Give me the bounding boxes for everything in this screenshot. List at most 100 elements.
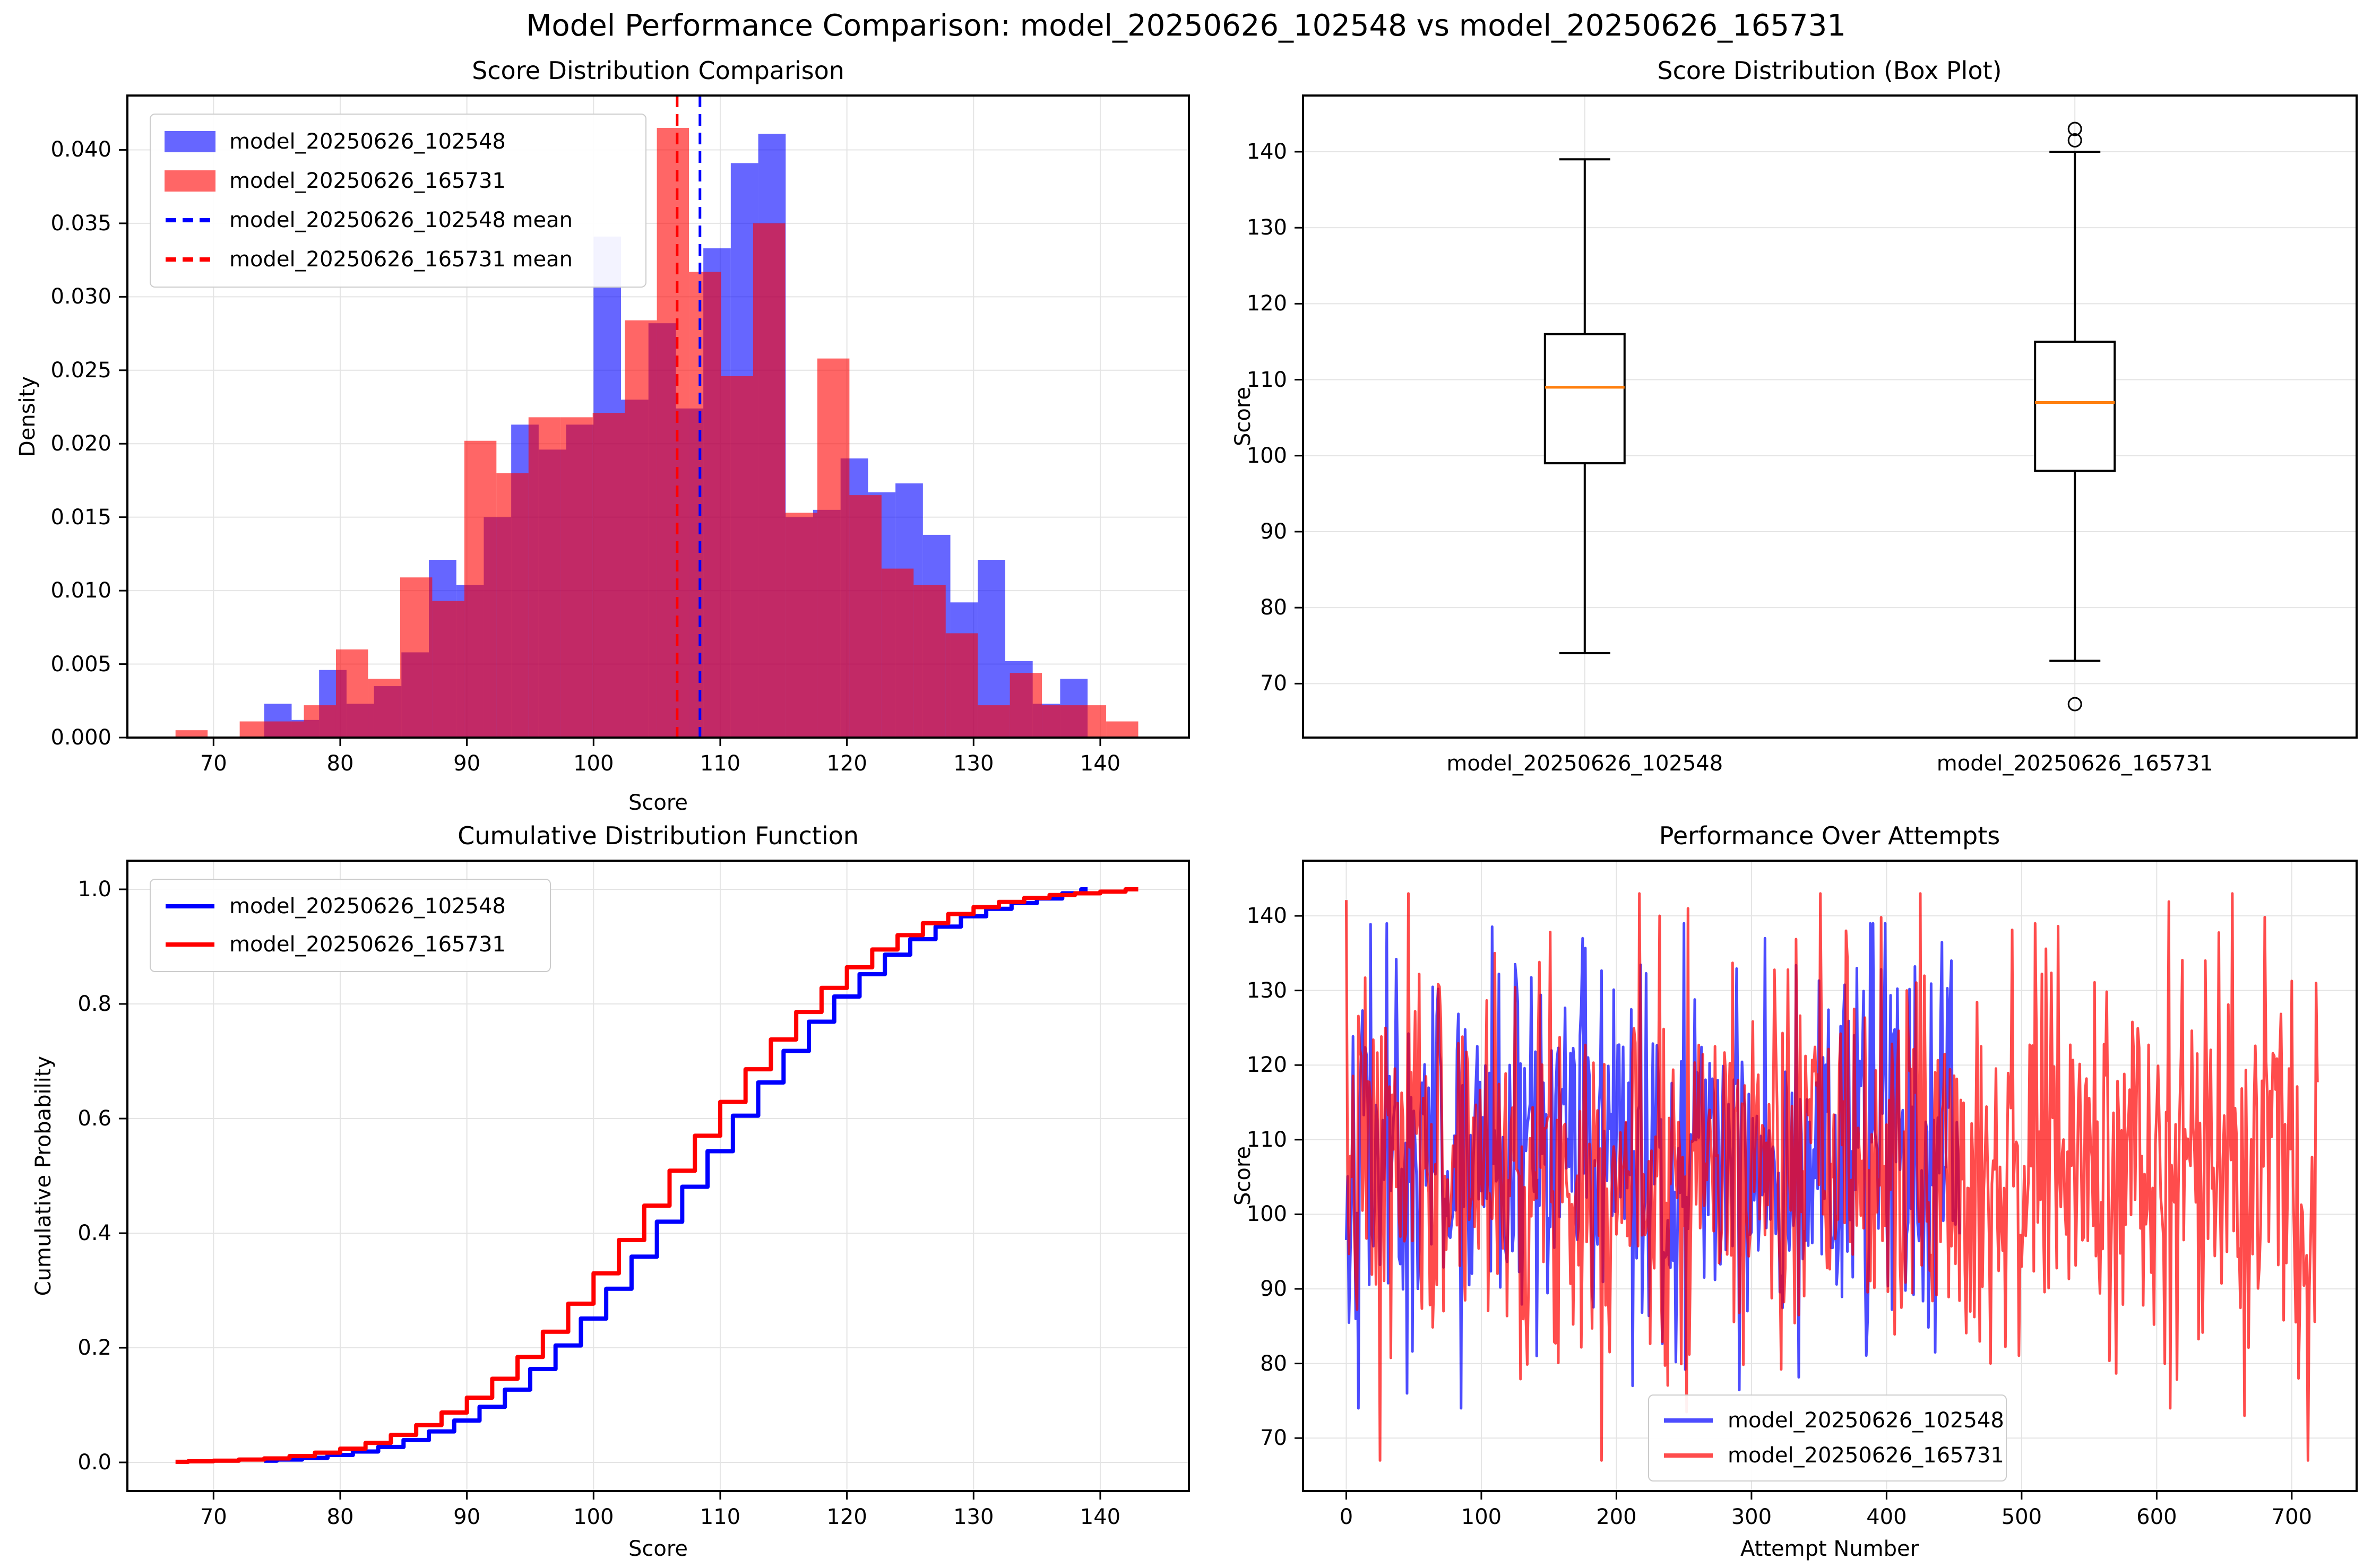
- x-tick-label: 90: [453, 1505, 481, 1529]
- y-tick-label: 70: [1260, 671, 1287, 696]
- box-model_20250626_165731: [2034, 122, 2116, 712]
- y-tick-label: 120: [1246, 1053, 1287, 1078]
- y-tick-label: 80: [1260, 1351, 1287, 1376]
- legend-label: model_20250626_165731: [229, 932, 506, 957]
- y-tick-label: 0.030: [50, 284, 111, 309]
- y-tick-label: 0.6: [77, 1106, 111, 1131]
- x-tick-label: 100: [573, 751, 614, 776]
- x-tick-label: 80: [326, 1505, 354, 1529]
- y-tick-label: 0.015: [50, 505, 111, 530]
- x-tick-label: 140: [1080, 751, 1121, 776]
- cdf-line-model_20250626_165731: [175, 887, 1138, 1464]
- legend-label: model_20250626_102548 mean: [229, 208, 573, 232]
- box-category-label: model_20250626_165731: [1936, 751, 2213, 776]
- x-tick-label: 120: [826, 1505, 867, 1529]
- boxplot-axes: [1295, 94, 2358, 739]
- x-tick-label: 110: [700, 1505, 741, 1529]
- patch-swatch: [165, 170, 215, 192]
- y-tick-label: 140: [1246, 139, 1287, 164]
- histogram-xlabel: Score: [628, 791, 688, 815]
- line-swatch: [1664, 1418, 1713, 1423]
- y-tick-label: 140: [1246, 904, 1287, 929]
- histogram-title: Score Distribution Comparison: [472, 56, 844, 85]
- legend-label: model_20250626_102548: [229, 894, 506, 919]
- y-tick-label: 130: [1246, 215, 1287, 240]
- cdf-xlabel: Score: [628, 1537, 688, 1561]
- y-tick-label: 0.020: [50, 431, 111, 456]
- patch-swatch: [165, 131, 215, 152]
- legend-item: model_20250626_102548: [165, 122, 632, 161]
- attempts-axes: [1295, 860, 2358, 1500]
- y-tick-label: 0.000: [50, 725, 111, 750]
- y-tick-label: 110: [1246, 367, 1287, 392]
- y-tick-label: 0.040: [50, 137, 111, 162]
- figure-title: Model Performance Comparison: model_2025…: [526, 8, 1846, 43]
- legend-label: model_20250626_102548: [229, 129, 506, 154]
- x-tick-label: 100: [1461, 1505, 1502, 1529]
- x-tick-label: 130: [953, 751, 994, 776]
- legend-item: model_20250626_102548: [1663, 1403, 2004, 1438]
- x-tick-label: 100: [573, 1505, 614, 1529]
- y-tick-label: 0.8: [77, 992, 111, 1016]
- legend-item: model_20250626_165731: [165, 161, 632, 201]
- x-tick-label: 140: [1080, 1505, 1121, 1529]
- line-swatch: [166, 218, 214, 222]
- y-tick-label: 0.0: [77, 1450, 111, 1475]
- y-tick-label: 70: [1260, 1426, 1287, 1451]
- legend-label: model_20250626_102548: [1728, 1408, 2004, 1433]
- x-tick-label: 90: [453, 751, 481, 776]
- x-tick-label: 120: [826, 751, 867, 776]
- y-tick-label: 0.025: [50, 358, 111, 383]
- y-tick-label: 80: [1260, 595, 1287, 620]
- legend-label: model_20250626_165731: [1728, 1443, 2004, 1468]
- histogram-bars-model_20250626_165731: [175, 127, 1138, 738]
- y-tick-label: 0.005: [50, 652, 111, 677]
- y-tick-label: 120: [1246, 291, 1287, 316]
- attempts-xlabel: Attempt Number: [1740, 1537, 1919, 1561]
- line-swatch: [166, 942, 214, 947]
- legend-item: model_20250626_102548 mean: [165, 201, 632, 240]
- histogram-legend: model_20250626_102548 model_20250626_1657…: [150, 114, 646, 288]
- y-tick-label: 130: [1246, 978, 1287, 1003]
- boxplot-ylabel: Score: [1231, 386, 1255, 447]
- boxplot-title: Score Distribution (Box Plot): [1657, 56, 2002, 85]
- line-swatch: [166, 904, 214, 908]
- y-tick-label: 90: [1260, 1276, 1287, 1301]
- x-tick-label: 130: [953, 1505, 994, 1529]
- y-tick-label: 0.2: [77, 1336, 111, 1360]
- legend-label: model_20250626_165731 mean: [229, 247, 573, 272]
- box-category-label: model_20250626_102548: [1446, 751, 1723, 776]
- y-tick-label: 110: [1246, 1127, 1287, 1152]
- y-tick-label: 0.035: [50, 211, 111, 236]
- cdf-legend: model_20250626_102548 model_20250626_1657…: [150, 879, 551, 972]
- y-tick-label: 100: [1246, 1202, 1287, 1227]
- x-tick-label: 500: [2001, 1505, 2042, 1529]
- attempts-ylabel: Score: [1231, 1146, 1255, 1206]
- x-tick-label: 110: [700, 751, 741, 776]
- y-tick-label: 0.4: [77, 1221, 111, 1245]
- line-swatch: [166, 257, 214, 262]
- cdf-title: Cumulative Distribution Function: [458, 821, 859, 850]
- legend-item: model_20250626_165731: [1663, 1438, 2004, 1473]
- x-tick-label: 600: [2136, 1505, 2177, 1529]
- legend-item: model_20250626_165731: [165, 925, 536, 964]
- histogram-axes: [119, 94, 1190, 746]
- y-tick-label: 0.010: [50, 578, 111, 603]
- cdf-line-model_20250626_102548: [264, 887, 1088, 1463]
- x-tick-label: 300: [1731, 1505, 1772, 1529]
- y-tick-label: 100: [1246, 443, 1287, 468]
- legend-label: model_20250626_165731: [229, 169, 506, 193]
- x-tick-label: 80: [326, 751, 354, 776]
- legend-item: model_20250626_102548: [165, 887, 536, 925]
- line-swatch: [1664, 1453, 1713, 1458]
- x-tick-label: 400: [1866, 1505, 1907, 1529]
- x-tick-label: 200: [1596, 1505, 1637, 1529]
- x-tick-label: 700: [2271, 1505, 2313, 1529]
- y-tick-label: 90: [1260, 519, 1287, 544]
- x-tick-label: 70: [200, 1505, 227, 1529]
- attempts-title: Performance Over Attempts: [1659, 821, 2000, 850]
- y-tick-label: 1.0: [77, 877, 111, 902]
- x-tick-label: 0: [1339, 1505, 1353, 1529]
- attempts-legend: model_20250626_102548 model_20250626_1657…: [1648, 1394, 2007, 1482]
